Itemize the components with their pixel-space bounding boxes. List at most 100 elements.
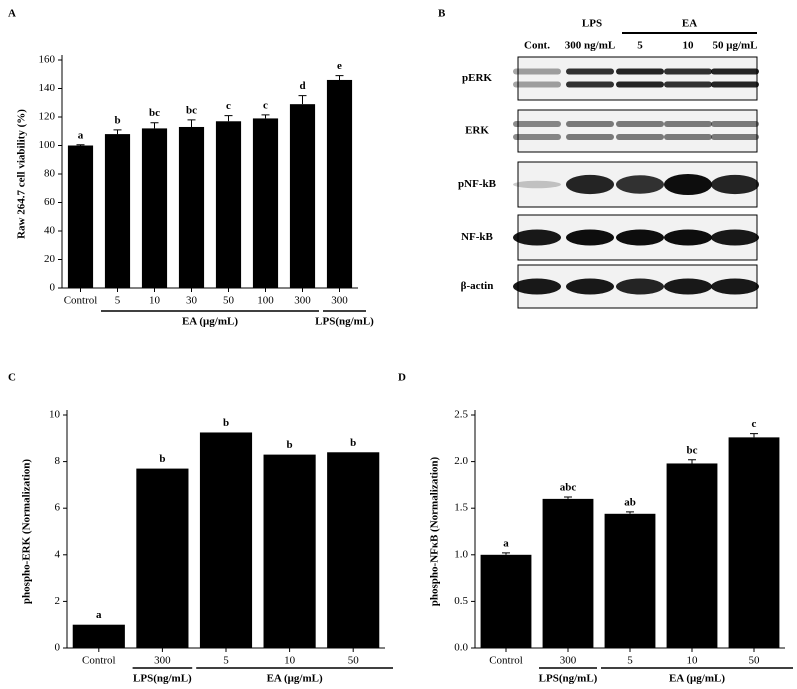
error-bar [750, 433, 758, 438]
bar [326, 79, 353, 288]
x-tick-label: 300 [331, 295, 348, 307]
error-bar [626, 511, 634, 514]
treatment-label: EA [682, 18, 697, 30]
bar [199, 432, 253, 648]
x-tick-label: 10 [687, 655, 699, 667]
significance-letter: b [350, 437, 356, 449]
band [616, 121, 664, 127]
x-tick-label: 100 [257, 295, 274, 307]
panel-letter: B [438, 8, 446, 20]
x-tick-label: 300 [560, 655, 577, 667]
bar [215, 121, 242, 289]
band [566, 134, 614, 140]
x-tick-label: Control [489, 655, 523, 667]
y-axis-label: phospho-NFκB (Normalization) [429, 456, 441, 606]
band [566, 121, 614, 127]
y-tick-label: 1.0 [454, 548, 468, 560]
panel-letter: A [8, 8, 16, 20]
band [711, 174, 759, 195]
band [711, 278, 759, 295]
error-bar [76, 144, 85, 146]
lane-label: Cont. [524, 40, 550, 52]
band [616, 134, 664, 140]
y-axis-label: phospho-ERK (Normalization) [21, 459, 33, 604]
bar [178, 126, 205, 288]
y-tick-label: 60 [44, 196, 56, 208]
band [513, 278, 561, 295]
band [711, 121, 759, 127]
band [513, 68, 561, 75]
bar [263, 454, 316, 648]
y-axis-label: Raw 264.7 cell viability (%) [16, 109, 28, 239]
group-label: LPS(ng/mL) [539, 673, 598, 685]
group-label: EA (μg/mL) [182, 316, 238, 328]
error-bar [187, 119, 196, 127]
significance-letter: b [159, 453, 165, 465]
y-tick-label: 0.5 [454, 595, 468, 607]
band [566, 174, 614, 195]
group-label: EA (μg/mL) [669, 673, 725, 685]
bar [252, 118, 279, 288]
treatment-label: LPS [582, 18, 602, 30]
band [664, 81, 712, 88]
significance-letter: abc [560, 482, 577, 494]
x-tick-label: 10 [149, 295, 161, 307]
band [513, 180, 561, 189]
band [513, 81, 561, 88]
y-tick-label: 0 [55, 642, 61, 654]
lane-label: 300 ng/mL [565, 40, 615, 52]
y-tick-label: 8 [55, 455, 61, 467]
significance-letter: d [299, 80, 305, 92]
x-tick-label: 50 [348, 655, 360, 667]
x-tick-label: 300 [294, 295, 311, 307]
row-label: pNF-kB [458, 178, 497, 190]
y-tick-label: 0 [50, 282, 56, 294]
x-tick-label: 50 [223, 295, 235, 307]
group-label: LPS(ng/mL) [133, 673, 192, 685]
band [616, 68, 664, 75]
y-tick-label: 0.0 [454, 642, 468, 654]
lane-label: 5 [637, 40, 643, 52]
significance-letter: b [114, 114, 120, 126]
band [664, 134, 712, 140]
x-tick-label: 50 [749, 655, 761, 667]
significance-letter: c [263, 99, 268, 111]
significance-letter: bc [186, 104, 197, 116]
band [664, 121, 712, 127]
bar [289, 104, 316, 288]
y-tick-label: 4 [55, 548, 61, 560]
band [664, 68, 712, 75]
band [616, 175, 664, 194]
y-tick-label: 10 [49, 409, 61, 421]
y-tick-label: 2.0 [454, 455, 468, 467]
error-bar [564, 496, 572, 499]
group-label: EA (μg/mL) [267, 673, 323, 685]
band [513, 229, 561, 246]
row-label: NF-kB [461, 231, 493, 243]
significance-letter: bc [687, 444, 698, 456]
significance-letter: c [226, 100, 231, 112]
x-tick-label: 5 [115, 295, 121, 307]
band [513, 134, 561, 140]
y-tick-label: 100 [39, 139, 56, 151]
error-bar [335, 75, 344, 80]
error-bar [688, 459, 696, 464]
y-tick-label: 120 [39, 111, 56, 123]
error-bar [261, 114, 270, 119]
error-bar [113, 129, 122, 135]
bar [604, 513, 656, 648]
x-tick-label: 10 [284, 655, 296, 667]
lane-label: 10 [683, 40, 695, 52]
significance-letter: c [752, 418, 757, 430]
error-bar [298, 95, 307, 105]
y-tick-label: 1.5 [454, 502, 468, 514]
y-tick-label: 80 [44, 168, 56, 180]
significance-letter: b [223, 417, 229, 429]
significance-letter: ab [624, 496, 636, 508]
band [616, 81, 664, 88]
x-tick-label: Control [82, 655, 116, 667]
significance-letter: a [78, 129, 84, 141]
y-tick-label: 160 [39, 54, 56, 66]
band [513, 121, 561, 127]
band [566, 68, 614, 75]
